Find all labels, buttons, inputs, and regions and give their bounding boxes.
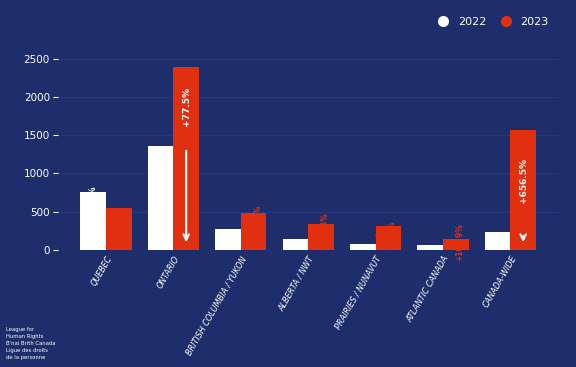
Text: +77.5%: +77.5% xyxy=(181,87,191,126)
Bar xyxy=(283,239,308,250)
Bar xyxy=(418,245,443,250)
Bar xyxy=(81,192,106,250)
Text: League for
Human Rights
B'nai Brith Canada
Ligue des droits
de la personne: League for Human Rights B'nai Brith Cana… xyxy=(6,327,55,360)
Text: +656.5%: +656.5% xyxy=(518,158,528,203)
Bar xyxy=(376,226,401,250)
Text: +193.3%: +193.3% xyxy=(320,212,329,250)
Text: +99.2%: +99.2% xyxy=(253,205,262,237)
Legend: 2022, 2023: 2022, 2023 xyxy=(427,12,553,32)
Text: -27.6%: -27.6% xyxy=(89,186,98,215)
Bar xyxy=(215,229,241,250)
Bar xyxy=(241,213,266,250)
Bar xyxy=(510,130,536,250)
Bar xyxy=(443,239,468,250)
Text: +108.9%: +108.9% xyxy=(455,223,464,261)
Bar xyxy=(350,244,376,250)
Bar xyxy=(106,208,131,250)
Bar xyxy=(148,146,173,250)
Bar xyxy=(485,232,510,250)
Bar xyxy=(173,67,199,250)
Text: +400%: +400% xyxy=(388,221,397,250)
Bar xyxy=(308,224,334,250)
